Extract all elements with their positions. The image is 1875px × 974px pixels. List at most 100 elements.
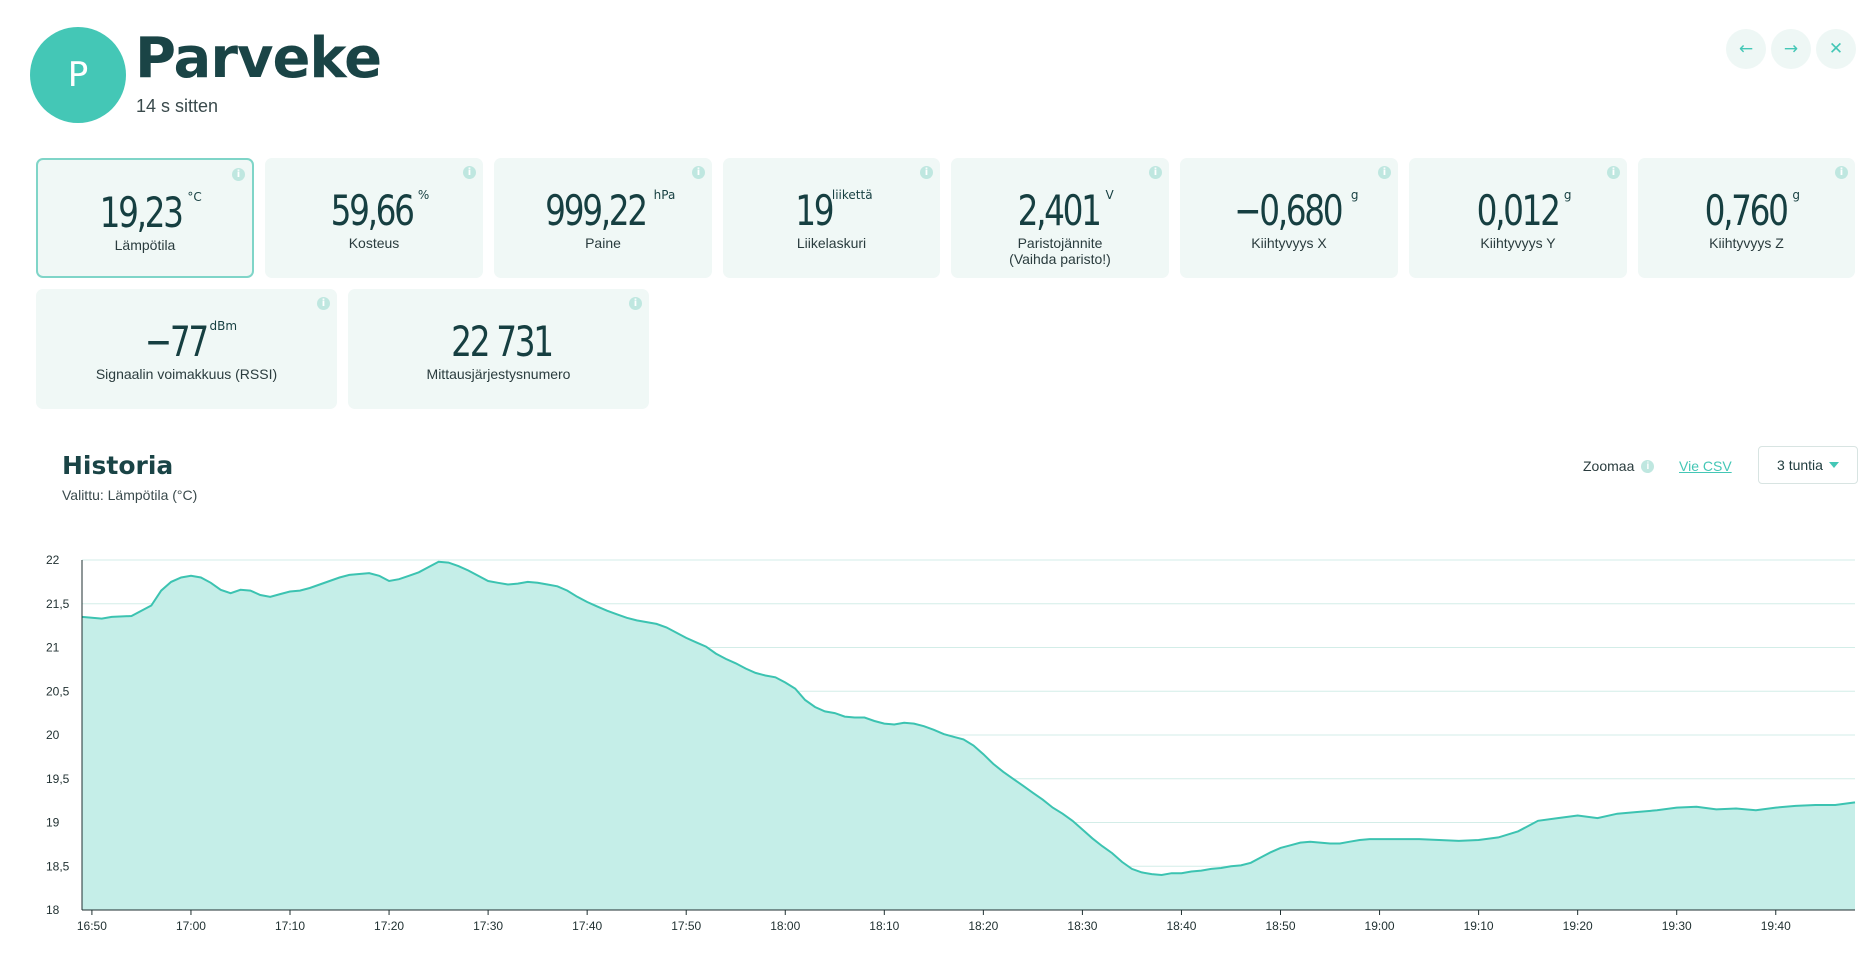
tile-label-text: Signaalin voimakkuus (RSSI) <box>95 366 278 382</box>
measurement-tile[interactable]: i 59,66% Kosteus <box>265 158 483 278</box>
x-tick-label: 19:40 <box>1761 919 1791 933</box>
history-title: Historia <box>62 451 174 480</box>
measurement-tile[interactable]: i 0,760 g Kiihtyvyys Z <box>1638 158 1855 278</box>
tile-label-text: Paristojännite <box>1017 235 1103 251</box>
next-button[interactable]: → <box>1771 29 1811 69</box>
close-icon: ✕ <box>1828 39 1844 59</box>
x-tick-label: 18:30 <box>1067 919 1097 933</box>
measurement-tile[interactable]: i 22 731 Mittausjärjestysnumero <box>348 289 649 409</box>
tile-value-row: 2,401 V <box>951 186 1169 235</box>
tile-unit: dBm <box>209 319 238 333</box>
info-icon[interactable]: i <box>1149 166 1162 179</box>
history-selected-label: Valittu: Lämpötila (°C) <box>62 487 198 503</box>
measurement-tile[interactable]: i 0,012 g Kiihtyvyys Y <box>1409 158 1627 278</box>
info-icon[interactable]: i <box>1835 166 1848 179</box>
x-tick-label: 18:00 <box>770 919 800 933</box>
tile-value: 999,22 <box>544 186 648 235</box>
tile-label: Kiihtyvyys X <box>1180 235 1398 251</box>
tile-value-row: −77 dBm <box>36 317 337 366</box>
tile-value: 0,760 <box>1704 186 1789 235</box>
tile-label-text: Lämpötila <box>114 237 176 253</box>
time-range-select[interactable]: 3 tuntia <box>1758 446 1858 484</box>
tile-label: Kiihtyvyys Y <box>1409 235 1627 251</box>
chevron-down-icon <box>1828 462 1839 468</box>
measurement-tile[interactable]: i 19liikettä Liikelaskuri <box>723 158 940 278</box>
info-icon[interactable]: i <box>692 166 705 179</box>
x-tick-label: 17:30 <box>473 919 503 933</box>
x-tick-label: 18:40 <box>1166 919 1196 933</box>
export-csv-link[interactable]: Vie CSV <box>1679 458 1732 474</box>
info-icon[interactable]: i <box>463 166 476 179</box>
tile-unit: g <box>1792 188 1800 202</box>
tile-value-row: 22 731 <box>348 317 649 366</box>
x-tick-label: 18:10 <box>869 919 899 933</box>
close-button[interactable]: ✕ <box>1816 29 1856 69</box>
last-updated-text: 14 s sitten <box>136 96 219 116</box>
tile-label-text: Kiihtyvyys Y <box>1480 235 1556 251</box>
arrow-right-icon: → <box>1783 39 1799 59</box>
measurement-tile[interactable]: i 999,22 hPa Paine <box>494 158 712 278</box>
x-tick-label: 18:50 <box>1265 919 1295 933</box>
x-tick-label: 17:00 <box>176 919 206 933</box>
x-tick-label: 18:20 <box>968 919 998 933</box>
x-tick-label: 19:00 <box>1365 919 1395 933</box>
series-line <box>81 560 1856 877</box>
tile-unit: % <box>417 188 430 202</box>
tile-label-text: Liikelaskuri <box>796 235 867 251</box>
page-title: Parveke <box>135 26 382 91</box>
x-tick-label: 17:50 <box>671 919 701 933</box>
info-icon[interactable]: i <box>317 297 330 310</box>
series-area <box>82 561 1855 910</box>
tile-label: Signaalin voimakkuus (RSSI) <box>36 366 337 382</box>
x-tick-label: 19:20 <box>1563 919 1593 933</box>
measurement-tile[interactable]: i −77 dBm Signaalin voimakkuus (RSSI) <box>36 289 337 409</box>
tile-label: Kiihtyvyys Z <box>1638 235 1855 251</box>
info-icon[interactable]: i <box>1607 166 1620 179</box>
time-range-value: 3 tuntia <box>1777 457 1823 473</box>
tile-label-text: Mittausjärjestysnumero <box>426 366 571 382</box>
avatar: P <box>30 27 126 123</box>
tile-label-text: Kiihtyvyys Z <box>1709 235 1784 251</box>
tile-unit: g <box>1563 188 1572 202</box>
info-icon[interactable]: i <box>920 166 933 179</box>
tile-label: Lämpötila <box>38 237 252 253</box>
tile-unit: liikettä <box>831 188 873 202</box>
tile-label: Mittausjärjestysnumero <box>348 366 649 382</box>
tile-unit: g <box>1350 188 1359 202</box>
measurement-tile[interactable]: i 2,401 V Paristojännite (Vaihda paristo!) <box>951 158 1169 278</box>
y-tick-label: 19 <box>46 816 60 830</box>
tile-value-row: 59,66% <box>265 186 483 235</box>
tile-value: 22 731 <box>451 317 554 366</box>
tile-value-row: −0,680 g <box>1180 186 1398 235</box>
tile-value: 59,66 <box>330 186 414 235</box>
tile-label: Liikelaskuri <box>723 235 940 251</box>
tile-value: −77 <box>144 317 209 366</box>
measurement-tile[interactable]: i −0,680 g Kiihtyvyys X <box>1180 158 1398 278</box>
tile-unit: °C <box>187 190 202 204</box>
y-tick-label: 18 <box>46 903 60 917</box>
info-icon[interactable]: i <box>1641 459 1655 473</box>
info-icon[interactable]: i <box>1378 166 1391 179</box>
info-icon[interactable]: i <box>629 297 642 310</box>
tile-unit: V <box>1105 188 1114 202</box>
y-tick-label: 22 <box>46 553 60 567</box>
tile-value: 19 <box>795 186 835 235</box>
previous-button[interactable]: ← <box>1726 29 1766 69</box>
y-tick-label: 19,5 <box>46 772 70 786</box>
y-tick-label: 21 <box>46 641 60 655</box>
tile-label-text: Paine <box>585 235 621 251</box>
tile-label: Paine <box>494 235 712 251</box>
tile-value: 0,012 <box>1476 186 1560 235</box>
x-tick-label: 17:20 <box>374 919 404 933</box>
y-tick-label: 18,5 <box>46 859 70 873</box>
tile-value-row: 0,760 g <box>1638 186 1855 235</box>
info-icon[interactable]: i <box>232 168 245 181</box>
tile-value-row: 0,012 g <box>1409 186 1627 235</box>
measurement-tile[interactable]: i 19,23 °C Lämpötila <box>36 158 254 278</box>
tile-value-row: 19liikettä <box>723 186 940 235</box>
tile-value-row: 19,23 °C <box>38 188 252 237</box>
x-tick-label: 17:10 <box>275 919 305 933</box>
tile-value-row: 999,22 hPa <box>494 186 712 235</box>
tile-value: −0,680 <box>1234 186 1345 235</box>
